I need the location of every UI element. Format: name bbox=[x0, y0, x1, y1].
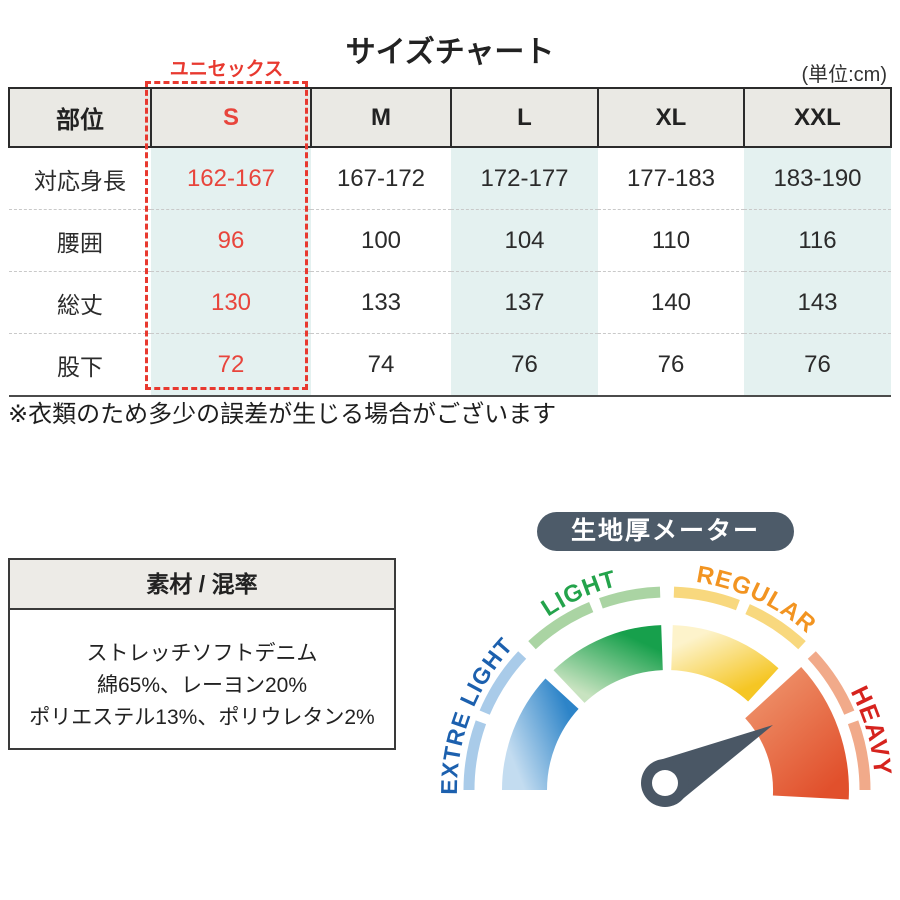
gauge-tick-regular bbox=[673, 586, 740, 611]
size-value-cell: 76 bbox=[451, 333, 598, 396]
gauge-inner-bands bbox=[502, 625, 779, 791]
material-box-title: 素材 / 混率 bbox=[8, 558, 396, 610]
table-header-row: 部位 S M L XL XXL bbox=[8, 87, 892, 148]
material-line: ストレッチソフトデニム bbox=[86, 642, 318, 665]
size-value-cell: 162-167 bbox=[151, 147, 311, 210]
size-value-cell: 76 bbox=[598, 333, 744, 396]
gauge-segment-light bbox=[553, 625, 664, 704]
column-header-s: S bbox=[150, 87, 312, 148]
gauge-segment-heavy-selected bbox=[745, 667, 849, 800]
size-value-cell: 167-172 bbox=[311, 147, 451, 210]
fabric-thickness-gauge: EXTRE LIGHT LIGHT REGULAR HEAVY bbox=[436, 561, 896, 807]
size-value-cell: 116 bbox=[744, 209, 891, 272]
thickness-meter-title-badge: 生地厚メーター bbox=[537, 512, 794, 551]
row-label: 腰囲 bbox=[9, 209, 151, 272]
disclaimer-note: ※衣類のため多少の誤差が生じる場合がございます bbox=[8, 401, 557, 428]
unisex-label: ユニセックス bbox=[169, 59, 284, 80]
table-row: 腰囲 96 100 104 110 116 bbox=[9, 209, 891, 272]
column-header-l: L bbox=[450, 87, 599, 148]
size-value-cell: 130 bbox=[151, 271, 311, 334]
table-row: 股下 72 74 76 76 76 bbox=[9, 333, 891, 396]
size-value-cell: 72 bbox=[151, 333, 311, 396]
gauge-tick-extra-light bbox=[479, 651, 527, 715]
column-header-m: M bbox=[310, 87, 452, 148]
size-chart: 部位 S M L XL XXL 対応身長 162-167 167-172 172… bbox=[8, 87, 892, 397]
material-box-body: ストレッチソフトデニム 綿65%、レーヨン20% ポリエステル13%、ポリウレタ… bbox=[8, 610, 396, 750]
gauge-tick-extra-light bbox=[463, 720, 487, 791]
size-value-cell: 143 bbox=[744, 271, 891, 334]
unit-note: (単位:cm) bbox=[801, 64, 887, 86]
gauge-needle bbox=[641, 725, 773, 807]
gauge-tick-regular bbox=[745, 604, 806, 650]
gauge-outer-ring bbox=[463, 586, 871, 791]
gauge-tick-heavy bbox=[807, 651, 855, 715]
size-value-cell: 76 bbox=[744, 333, 891, 396]
row-label: 総丈 bbox=[9, 271, 151, 334]
size-value-cell: 177-183 bbox=[598, 147, 744, 210]
gauge-needle-hub bbox=[652, 770, 678, 796]
size-value-cell: 110 bbox=[598, 209, 744, 272]
gauge-tick-light bbox=[528, 602, 594, 650]
column-header-xl: XL bbox=[597, 87, 745, 148]
gauge-segment-regular bbox=[670, 625, 779, 702]
size-value-cell: 133 bbox=[311, 271, 451, 334]
material-box: 素材 / 混率 ストレッチソフトデニム 綿65%、レーヨン20% ポリエステル1… bbox=[8, 558, 396, 750]
size-value-cell: 74 bbox=[311, 333, 451, 396]
table-row: 総丈 130 133 137 140 143 bbox=[9, 271, 891, 334]
gauge-tick-heavy bbox=[847, 720, 871, 791]
row-label: 股下 bbox=[9, 333, 151, 396]
size-value-cell: 100 bbox=[311, 209, 451, 272]
table-row: 対応身長 162-167 167-172 172-177 177-183 183… bbox=[9, 147, 891, 210]
size-chart-table: 部位 S M L XL XXL 対応身長 162-167 167-172 172… bbox=[8, 87, 892, 397]
column-header-xxl: XXL bbox=[743, 87, 892, 148]
row-label: 対応身長 bbox=[9, 147, 151, 210]
size-value-cell: 96 bbox=[151, 209, 311, 272]
gauge-tick-light bbox=[599, 586, 661, 609]
size-value-cell: 140 bbox=[598, 271, 744, 334]
column-header-part: 部位 bbox=[8, 87, 152, 148]
size-value-cell: 104 bbox=[451, 209, 598, 272]
size-value-cell: 183-190 bbox=[744, 147, 891, 210]
material-line: 綿65%、レーヨン20% bbox=[96, 674, 308, 697]
size-value-cell: 172-177 bbox=[451, 147, 598, 210]
size-value-cell: 137 bbox=[451, 271, 598, 334]
gauge-segment-extra-light bbox=[502, 678, 580, 791]
material-line: ポリエステル13%、ポリウレタン2% bbox=[29, 706, 375, 729]
page-title: サイズチャート bbox=[345, 36, 555, 69]
